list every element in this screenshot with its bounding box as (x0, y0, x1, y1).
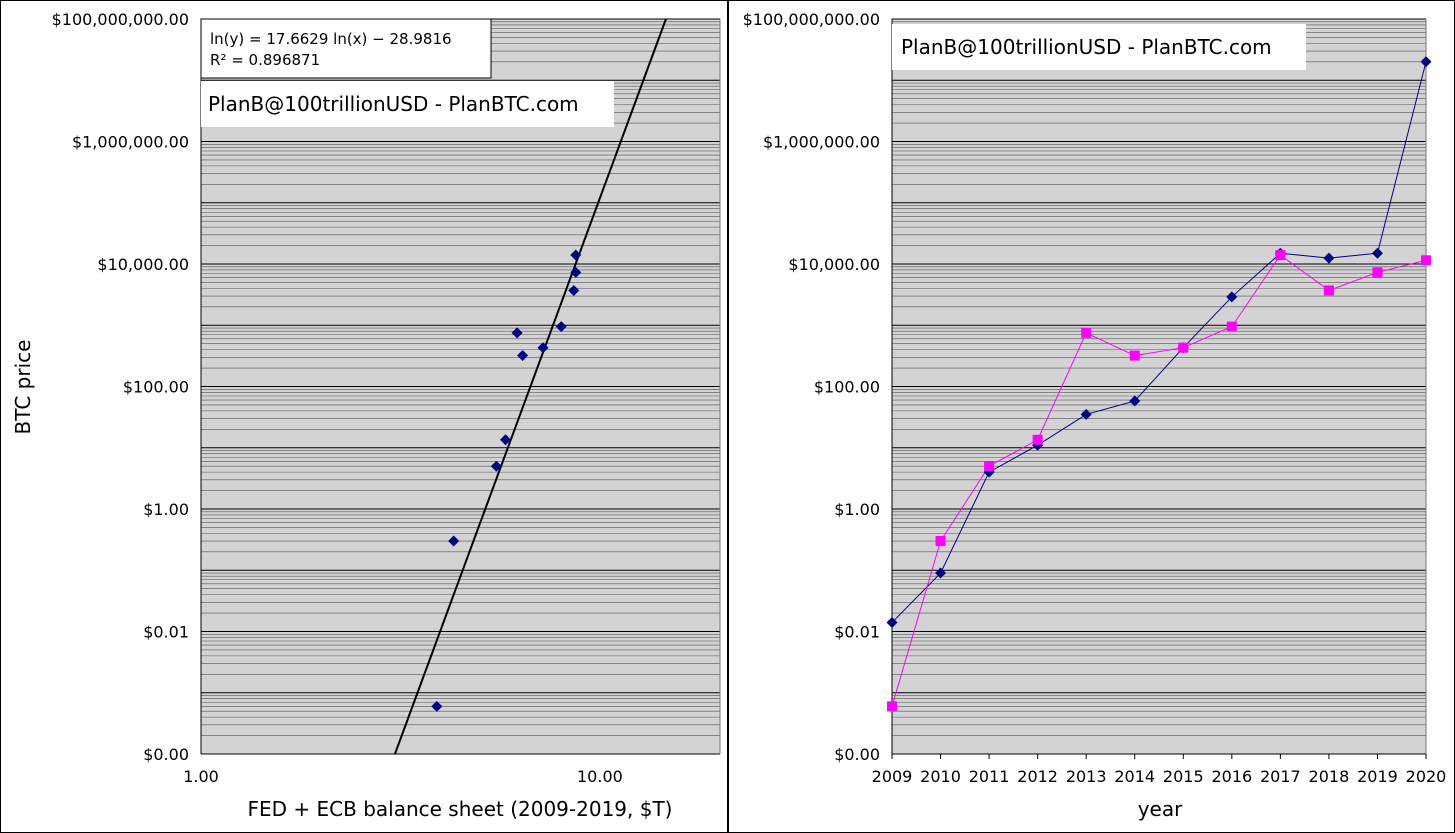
y-tick-label: $1.00 (834, 500, 880, 519)
annotation-box (201, 81, 614, 127)
data-point-square (1032, 434, 1043, 445)
data-point-diamond (1371, 247, 1383, 259)
x-tick-label: 2015 (1163, 767, 1204, 786)
annotation-box (892, 24, 1306, 70)
y-tick-label: $10,000.00 (97, 255, 189, 274)
data-point-square (1129, 350, 1140, 361)
data-point-diamond (1129, 395, 1141, 407)
x-tick-label: 2016 (1211, 767, 1252, 786)
data-point-diamond (500, 434, 512, 446)
x-tick-label: 2012 (1017, 767, 1058, 786)
data-point-diamond (517, 350, 529, 362)
data-point-diamond (490, 460, 502, 472)
y-tick-label: $0.01 (143, 623, 189, 642)
x-tick-label: 2011 (969, 767, 1010, 786)
data-point-diamond (935, 567, 947, 579)
annotation-text: PlanB@100trillionUSD - PlanBTC.com (208, 92, 579, 116)
data-point-diamond (570, 249, 582, 261)
y-tick-label: $0.01 (834, 623, 880, 642)
data-point-diamond (537, 342, 549, 354)
data-point-diamond (886, 617, 898, 629)
series-line-1 (891, 61, 1427, 623)
y-tick-label: $100.00 (814, 378, 880, 397)
data-point-diamond (1420, 56, 1432, 68)
data-point-square (935, 536, 946, 547)
y-tick-label: $100,000,000.00 (52, 10, 189, 29)
y-tick-label: $100.00 (123, 378, 189, 397)
data-point-square (1226, 321, 1237, 332)
data-point-diamond (1080, 408, 1092, 420)
data-point-diamond (511, 327, 523, 339)
data-point-square (1323, 285, 1334, 296)
series-line-2 (891, 254, 1427, 707)
y-tick-label: $0.00 (143, 745, 189, 764)
y-tick-label: $1,000,000.00 (72, 133, 189, 152)
y-axis-title: BTC price (11, 340, 35, 435)
scatter-chart: $0.00 $0.01 $1.00 $100.00 $10,000.00 $1,000,0… (0, 0, 728, 833)
x-tick-label: 10.00 (577, 767, 623, 786)
data-point-square (1372, 267, 1383, 278)
data-point-diamond (1323, 252, 1335, 264)
data-point-square (1275, 250, 1286, 261)
x-tick-label: 2018 (1309, 767, 1350, 786)
data-point-square (887, 701, 897, 712)
x-axis-title: FED + ECB balance sheet (2009-2019, $T) (248, 797, 673, 821)
annotation-text: PlanB@100trillionUSD - PlanBTC.com (901, 35, 1272, 59)
data-point-diamond (570, 266, 582, 278)
data-point-square (1421, 255, 1431, 266)
y-tick-label: $1.00 (143, 500, 189, 519)
data-point-square (984, 461, 995, 472)
x-tick-label: 2014 (1114, 767, 1155, 786)
time-series-chart: $0.00 $0.01 $1.00 $100.00 $10,000.00 $1,000,0… (728, 0, 1455, 833)
trendline-equation: ln(y) = 17.6629 ln(x) − 28.9816 (210, 30, 452, 48)
y-tick-label: $100,000,000.00 (743, 10, 880, 29)
data-point-diamond (431, 700, 443, 712)
x-tick-label: 1.00 (183, 767, 219, 786)
x-tick-label: 2009 (872, 767, 913, 786)
y-tick-label: $10,000.00 (788, 255, 880, 274)
data-point-square (1178, 342, 1189, 353)
data-point-diamond (555, 321, 567, 333)
data-point-diamond (568, 284, 580, 296)
x-tick-label: 2010 (920, 767, 961, 786)
y-tick-label: $0.00 (834, 745, 880, 764)
trendline (393, 18, 667, 755)
data-point-diamond (448, 535, 460, 547)
x-tick-label: 2019 (1357, 767, 1398, 786)
x-tick-label: 2013 (1066, 767, 1107, 786)
x-tick-label: 2017 (1260, 767, 1301, 786)
y-tick-label: $1,000,000.00 (763, 133, 880, 152)
data-point-diamond (1226, 291, 1238, 303)
trendline-r-squared: R² = 0.896871 (210, 51, 320, 69)
equation-box (200, 18, 492, 79)
x-tick-label: 2020 (1406, 767, 1447, 786)
data-point-square (1081, 327, 1092, 338)
x-axis-title: year (1138, 797, 1183, 821)
